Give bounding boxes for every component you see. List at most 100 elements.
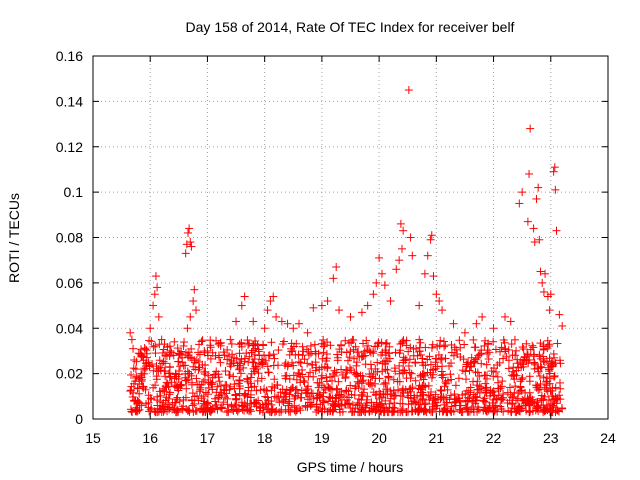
background-point xyxy=(295,404,304,413)
data-point xyxy=(369,290,378,299)
background-point xyxy=(246,390,255,399)
background-point xyxy=(156,397,165,406)
background-point xyxy=(161,367,170,376)
background-point xyxy=(306,368,315,377)
data-point xyxy=(545,306,554,315)
data-point xyxy=(523,217,532,226)
background-point xyxy=(288,383,297,392)
background-point xyxy=(395,361,404,370)
background-point xyxy=(185,406,194,415)
background-point xyxy=(462,362,471,371)
background-point xyxy=(374,339,383,348)
background-point xyxy=(309,394,318,403)
background-point xyxy=(523,394,532,403)
background-point xyxy=(402,336,411,345)
background-point xyxy=(213,382,222,391)
background-point xyxy=(470,358,479,367)
background-point xyxy=(499,336,508,345)
background-point xyxy=(137,345,146,354)
data-point xyxy=(555,310,564,319)
data-point xyxy=(375,253,384,262)
background-point xyxy=(235,349,244,358)
background-point xyxy=(497,382,506,391)
background-point xyxy=(264,368,273,377)
background-point xyxy=(509,372,518,381)
background-point xyxy=(127,407,136,416)
background-point xyxy=(198,336,207,345)
background-point xyxy=(335,390,344,399)
background-point xyxy=(289,361,298,370)
data-point xyxy=(396,219,405,228)
background-point xyxy=(131,377,140,386)
background-point xyxy=(174,383,183,392)
background-point xyxy=(263,393,272,402)
background-point xyxy=(446,391,455,400)
background-point xyxy=(226,382,235,391)
data-point xyxy=(426,235,435,244)
background-point xyxy=(171,369,180,378)
background-point xyxy=(419,381,428,390)
background-point xyxy=(142,353,151,362)
background-point xyxy=(216,403,225,412)
data-point xyxy=(427,231,436,240)
background-point xyxy=(314,405,323,414)
background-point xyxy=(132,406,141,415)
background-point xyxy=(313,393,322,402)
background-point xyxy=(475,382,484,391)
background-point xyxy=(165,342,174,351)
background-point xyxy=(138,369,147,378)
background-point xyxy=(141,361,150,370)
background-point xyxy=(151,381,160,390)
background-point xyxy=(352,361,361,370)
background-point xyxy=(447,375,456,384)
background-point xyxy=(283,362,292,371)
background-point xyxy=(510,404,519,413)
background-point xyxy=(512,346,521,355)
background-point xyxy=(303,384,312,393)
background-point xyxy=(399,366,408,375)
background-point xyxy=(537,363,546,372)
background-point xyxy=(528,406,537,415)
background-point xyxy=(539,400,548,409)
background-point xyxy=(151,349,160,358)
background-point xyxy=(299,376,308,385)
data-point xyxy=(289,324,298,333)
background-point xyxy=(204,371,213,380)
data-point xyxy=(423,251,432,260)
background-point xyxy=(284,407,293,416)
background-point xyxy=(449,351,458,360)
background-point xyxy=(251,337,260,346)
background-point xyxy=(357,377,366,386)
background-point xyxy=(416,338,425,347)
background-point xyxy=(405,368,414,377)
background-point xyxy=(153,392,162,401)
background-point xyxy=(352,358,361,367)
background-point xyxy=(247,369,256,378)
background-point xyxy=(435,407,444,416)
background-point xyxy=(455,336,464,345)
background-point xyxy=(366,348,375,357)
data-point xyxy=(186,312,195,321)
background-point xyxy=(432,401,441,410)
background-point xyxy=(160,387,169,396)
background-point xyxy=(127,370,136,379)
background-point xyxy=(147,337,156,346)
background-point xyxy=(346,403,355,412)
background-point xyxy=(439,337,448,346)
background-point xyxy=(173,405,182,414)
background-point xyxy=(311,349,320,358)
background-point xyxy=(132,357,141,366)
background-point xyxy=(155,356,164,365)
background-point xyxy=(404,407,413,416)
background-point xyxy=(239,363,248,372)
background-point xyxy=(409,351,418,360)
background-point xyxy=(263,362,272,371)
background-point xyxy=(441,378,450,387)
data-point xyxy=(183,228,192,237)
data-point xyxy=(266,297,275,306)
background-point xyxy=(254,369,263,378)
background-point xyxy=(390,391,399,400)
background-point xyxy=(247,348,256,357)
background-point xyxy=(493,395,502,404)
data-point xyxy=(126,328,135,337)
